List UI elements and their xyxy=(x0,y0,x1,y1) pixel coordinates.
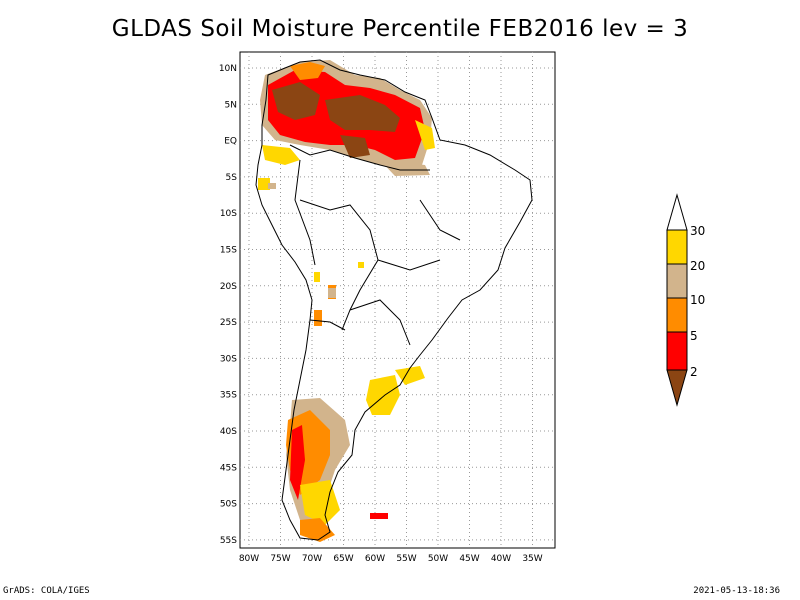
y-tick-label: 50S xyxy=(220,500,237,510)
y-tick-label: 45S xyxy=(220,463,237,473)
x-tick-label: 65W xyxy=(333,554,353,564)
legend-swatch-20-30 xyxy=(666,229,688,265)
x-tick-label: 55W xyxy=(396,554,416,564)
y-tick-label: 25S xyxy=(220,318,237,328)
shading-north-gold xyxy=(415,120,435,150)
legend-label-2: 2 xyxy=(690,365,698,379)
x-tick-label: 75W xyxy=(270,554,290,564)
legend-cap-bottom xyxy=(666,369,688,407)
y-tick-label: 15S xyxy=(220,246,237,256)
shading-pampas-gold xyxy=(366,375,400,415)
x-axis-ticks: 80W 75W 70W 65W 60W 55W 50W 45W 40W 35W xyxy=(239,554,543,564)
shading-tierra xyxy=(300,518,335,542)
footer-credit: GrADS: COLA/IGES xyxy=(3,586,90,596)
y-tick-label: 10S xyxy=(220,209,237,219)
shading-north-orange xyxy=(290,62,325,80)
legend-label-5: 5 xyxy=(690,329,698,343)
footer-timestamp: 2021-05-13-18:36 xyxy=(693,586,780,596)
shading-north-orange2 xyxy=(262,145,300,165)
y-axis-ticks: 10N 5N EQ 5S 10S 15S 20S 25S 30S 35S 40S 45S 50S 55S xyxy=(219,64,237,546)
y-tick-label: 40S xyxy=(220,427,237,437)
legend-label-10: 10 xyxy=(690,293,705,307)
y-tick-label: 35S xyxy=(220,391,237,401)
shading-chile-north xyxy=(314,310,322,326)
map-frame xyxy=(239,51,556,549)
x-tick-label: 70W xyxy=(302,554,322,564)
south-america-outline xyxy=(255,59,533,541)
y-tick-label: 20S xyxy=(220,282,237,292)
y-tick-label: 10N xyxy=(219,64,237,74)
legend-swatch-5-10 xyxy=(666,297,688,333)
y-tick-label: 55S xyxy=(220,536,237,546)
shading-north-brown3 xyxy=(340,135,370,158)
y-tick-label: EQ xyxy=(224,137,237,147)
y-tick-label: 5S xyxy=(226,173,238,183)
x-tick-label: 60W xyxy=(365,554,385,564)
shading-north-tan2 xyxy=(380,160,430,176)
y-tick-label: 5N xyxy=(225,100,237,110)
legend-label-20: 20 xyxy=(690,259,705,273)
shading-peru-spot xyxy=(258,178,270,190)
x-tick-label: 35W xyxy=(522,554,542,564)
percentile-shading xyxy=(258,60,435,542)
shading-central-spot xyxy=(314,272,320,282)
shading-north-brown1 xyxy=(272,82,320,120)
shading-patagonia-red xyxy=(290,425,305,500)
x-tick-label: 50W xyxy=(428,554,448,564)
x-tick-label: 40W xyxy=(491,554,511,564)
shading-falklands xyxy=(370,513,388,519)
shading-north-brown2 xyxy=(325,95,400,132)
x-tick-label: 45W xyxy=(459,554,479,564)
map-title: GLDAS Soil Moisture Percentile FEB2016 l… xyxy=(111,16,689,42)
x-tick-label: 80W xyxy=(239,554,259,564)
legend-colorbar: 30 20 10 5 2 xyxy=(666,193,705,407)
legend-swatch-2-5 xyxy=(666,331,688,371)
country-borders xyxy=(289,144,461,346)
legend-label-30: 30 xyxy=(690,224,705,238)
legend-cap-top xyxy=(666,193,688,231)
y-tick-label: 30S xyxy=(220,354,237,364)
legend-swatch-10-20 xyxy=(666,263,688,299)
coastline xyxy=(255,59,533,541)
